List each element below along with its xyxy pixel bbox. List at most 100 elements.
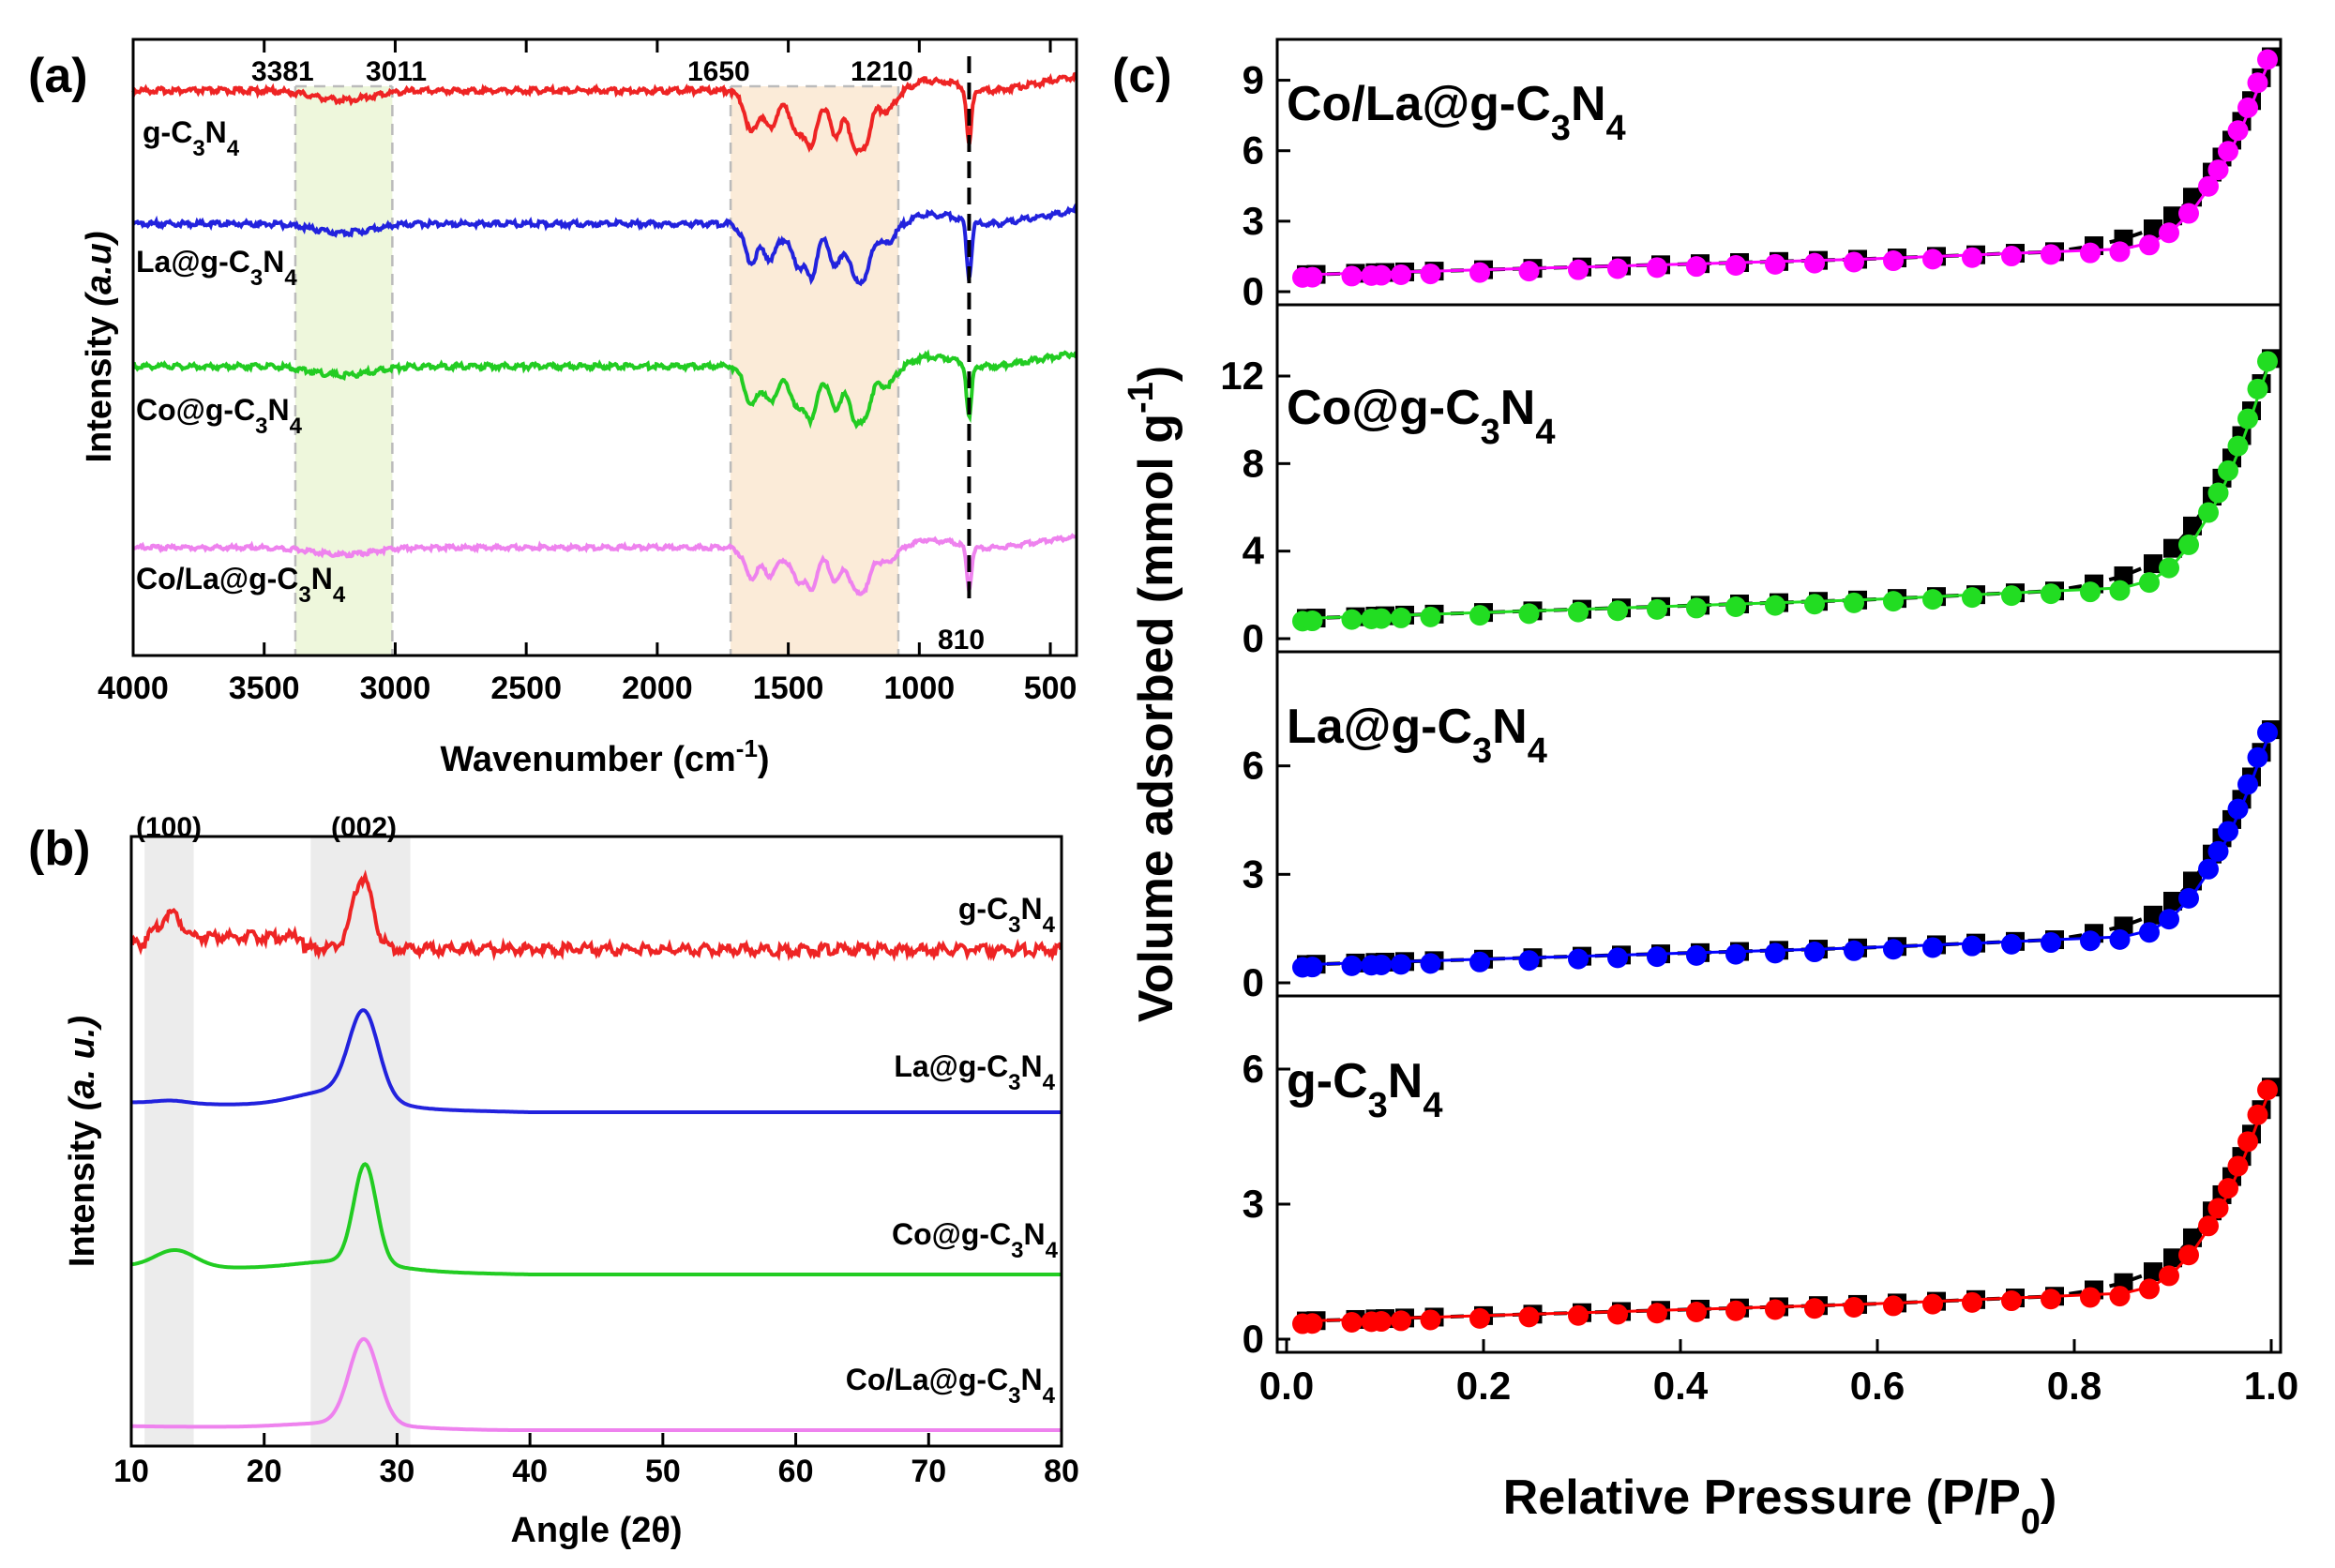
- isotherm-adsorption-point: [1962, 247, 1982, 268]
- isotherm-adsorption-point: [2247, 1104, 2268, 1125]
- isotherm-x-axis-label: Relative Pressure (P/P0): [1503, 1470, 2057, 1542]
- isotherm-adsorption-point: [2041, 583, 2061, 605]
- isotherm-adsorption-point: [1568, 948, 1589, 970]
- isotherm-adsorption-point: [1568, 1304, 1589, 1326]
- isotherm-adsorption-point: [1922, 249, 1943, 270]
- isotherm-adsorption-point: [1302, 957, 1323, 978]
- isotherm-adsorption-point: [1804, 252, 1825, 274]
- isotherm-adsorption-point: [1883, 939, 1904, 960]
- isotherm-adsorption-point: [2139, 1278, 2160, 1300]
- isotherm-adsorption-point: [2139, 922, 2160, 943]
- isotherm-adsorption-point: [1686, 597, 1707, 619]
- panel-label-b: (b): [28, 822, 90, 876]
- isotherm-adsorption-point: [1686, 1301, 1707, 1322]
- isotherm-adsorption-point: [1922, 1293, 1943, 1315]
- isotherm-adsorption-point: [1686, 256, 1707, 278]
- isotherm-adsorption-point: [2207, 1198, 2229, 1219]
- isotherm-y-tick-label: 0: [1243, 960, 1264, 1004]
- peak-label-100: (100): [136, 812, 202, 843]
- isotherm-adsorption-point: [1568, 259, 1589, 280]
- isotherm-adsorption-point: [1804, 1298, 1825, 1319]
- isotherm-adsorption-point: [2001, 1290, 2022, 1312]
- isotherm-adsorption-point: [2198, 1215, 2219, 1237]
- isotherm-adsorption-point: [1765, 1299, 1785, 1320]
- xrd-curve-2: [130, 1162, 1062, 1276]
- isotherm-adsorption-point: [1420, 606, 1441, 627]
- isotherm-adsorption-point: [2207, 482, 2229, 504]
- isotherm-adsorption-point: [1647, 598, 1667, 620]
- isotherm-y-tick-label: 0: [1243, 616, 1264, 660]
- isotherm-adsorption-point: [1686, 944, 1707, 966]
- isotherm-label-cola: Co/La@g-C3N4: [1287, 77, 1626, 148]
- isotherm-adsorption-point: [1420, 264, 1441, 285]
- isotherm-adsorption-point: [2237, 97, 2258, 118]
- isotherm-adsorption-point: [2218, 460, 2238, 481]
- isotherm-adsorption-point: [1341, 609, 1363, 630]
- isotherm-adsorption-point: [2207, 159, 2229, 181]
- isotherm-adsorption-point: [1391, 264, 1411, 285]
- ftir-x-tick-label: 2500: [490, 671, 562, 706]
- isotherm-adsorption-point: [1371, 264, 1392, 286]
- isotherm-adsorption-point: [1341, 265, 1363, 287]
- isotherm-adsorption-point: [2257, 722, 2278, 744]
- isotherm-label-co: Co@g-C3N4: [1287, 381, 1556, 452]
- isotherm-adsorption-point: [2080, 1287, 2101, 1308]
- isotherm-adsorption-point: [2080, 242, 2101, 264]
- isotherm-adsorption-point: [2001, 585, 2022, 607]
- isotherm-adsorption-point: [2247, 72, 2268, 94]
- isotherm-adsorption-point: [2247, 746, 2268, 768]
- isotherm-adsorption-point: [1469, 605, 1490, 626]
- ftir-x-tick-label: 4000: [98, 671, 169, 706]
- isotherm-desorption-point: [2144, 219, 2162, 238]
- ftir-label-la: La@g-C3N4: [136, 245, 297, 291]
- isotherm-adsorption-point: [1420, 953, 1441, 974]
- isotherm-x-tick-label: 0.0: [1259, 1364, 1314, 1408]
- isotherm-y-tick-label: 0: [1243, 269, 1264, 313]
- xrd-label-gcn: g-C3N4: [958, 892, 1056, 938]
- isotherm-y-tick-label: 4: [1243, 529, 1265, 573]
- panel-label-a: (a): [28, 49, 88, 103]
- isotherm-adsorption-point: [2198, 858, 2219, 880]
- isotherm-adsorption-point: [2139, 572, 2160, 594]
- isotherm-adsorption-point: [1804, 594, 1825, 615]
- isotherm-plot-frame: [1275, 38, 2282, 1354]
- ftir-label-co: Co@g-C3N4: [136, 393, 303, 439]
- isotherm-adsorption-point: [1607, 947, 1628, 969]
- isotherm-adsorption-point: [2178, 534, 2199, 555]
- ftir-curve-3: [132, 533, 1078, 596]
- isotherm-adsorption-point: [2159, 1265, 2179, 1287]
- ftir-x-tick-label: 1000: [884, 671, 956, 706]
- isotherm-adsorption-point: [2001, 933, 2022, 955]
- isotherm-adsorption-point: [2237, 774, 2258, 795]
- isotherm-adsorption-point: [1725, 1300, 1746, 1321]
- isotherm-adsorption-point: [2178, 1244, 2199, 1266]
- isotherm-adsorption-point: [2109, 241, 2131, 263]
- isotherm-adsorption-point: [1341, 1311, 1363, 1333]
- xrd-x-tick-label: 30: [380, 1454, 415, 1489]
- xrd-x-axis-label: Angle (2θ): [510, 1511, 682, 1550]
- isotherm-x-tick-label: 0.6: [1850, 1364, 1905, 1408]
- isotherm-desorption-point: [2163, 206, 2182, 226]
- isotherm-adsorption-point: [1883, 250, 1904, 272]
- isotherm-adsorption-point: [1804, 942, 1825, 963]
- isotherm-adsorption-point: [1647, 1303, 1667, 1324]
- isotherm-adsorption-point: [1962, 935, 1982, 957]
- xrd-panel: 10 20 30 40 50 60 70 80 (b) (100) (002) g-C3N4 …: [28, 812, 1079, 1550]
- isotherm-adsorption-point: [2041, 932, 2061, 954]
- isotherm-adsorption-point: [2109, 580, 2131, 601]
- isotherm-desorption-point: [2183, 1228, 2202, 1247]
- ftir-curve-1: [131, 203, 1077, 287]
- isotherm-adsorption-point: [1568, 601, 1589, 623]
- isotherm-adsorption-point: [1844, 251, 1864, 273]
- isotherm-adsorption-point: [2109, 1286, 2131, 1307]
- ftir-curve-2: [132, 349, 1078, 430]
- isotherm-y-tick-label: 6: [1243, 744, 1264, 788]
- isotherm-adsorption-point: [2218, 1178, 2238, 1199]
- ftir-label-gcn: g-C3N4: [143, 115, 240, 161]
- isotherm-y-tick-label: 3: [1243, 199, 1264, 243]
- isotherm-adsorption-point: [1725, 596, 1746, 618]
- isotherm-adsorption-point: [1725, 943, 1746, 965]
- isotherm-adsorption-point: [1765, 942, 1785, 964]
- isotherm-adsorption-point: [2218, 141, 2238, 162]
